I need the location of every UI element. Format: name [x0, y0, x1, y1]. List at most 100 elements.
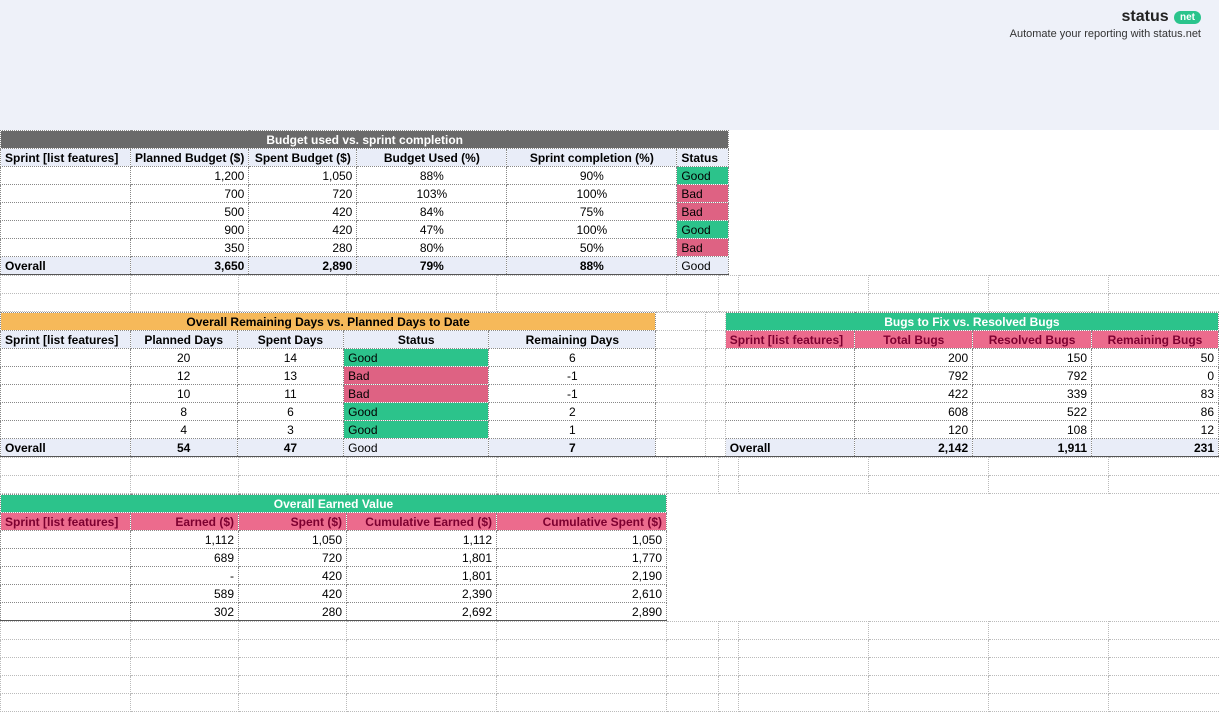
budget-cell-used: 84%: [357, 203, 507, 221]
budget-overall-planned: 3,650: [131, 257, 249, 275]
days-cell-rem: -1: [489, 367, 656, 385]
budget-cell-comp: 75%: [507, 203, 677, 221]
days-cell-planned: 4: [130, 421, 237, 439]
bugs-cell-sprint: [725, 403, 855, 421]
budget-cell-sprint: [1, 221, 131, 239]
budget-overall-row: Overall 3,650 2,890 79% 88% Good: [1, 257, 729, 275]
bugs-cell-rem: 50: [1092, 349, 1219, 367]
budget-cell-used: 88%: [357, 167, 507, 185]
bugs-cell-total: 422: [855, 385, 973, 403]
days-cell-status: Good: [344, 349, 489, 367]
bugs-cell-resolved: 108: [973, 421, 1092, 439]
budget-cell-spent: 1,050: [249, 167, 357, 185]
earned-cell-spent: 280: [239, 603, 347, 621]
earned-hdr-0: Sprint [list features]: [1, 513, 131, 531]
budget-row: 700720103%100%Bad: [1, 185, 729, 203]
budget-cell-sprint: [1, 185, 131, 203]
budget-cell-comp: 50%: [507, 239, 677, 257]
days-cell-sprint: [1, 349, 131, 367]
earned-row: 3022802,6922,890: [1, 603, 667, 621]
earned-cell-spent: 1,050: [239, 531, 347, 549]
days-cell-status: Good: [344, 421, 489, 439]
days-overall-status: Good: [344, 439, 489, 457]
days-cell-status: Bad: [344, 367, 489, 385]
bugs-cell-total: 120: [855, 421, 973, 439]
bugs-cell-resolved: 792: [973, 367, 1092, 385]
earned-cell-earned: 589: [131, 585, 239, 603]
days-bugs-row: 43Good112010812: [1, 421, 1219, 439]
budget-hdr-4: Sprint completion (%): [507, 149, 677, 167]
earned-cell-cspent: 1,770: [497, 549, 667, 567]
earned-cell-spent: 720: [239, 549, 347, 567]
days-bugs-row: 86Good260852286: [1, 403, 1219, 421]
budget-cell-planned: 500: [131, 203, 249, 221]
days-hdr-1: Planned Days: [130, 331, 237, 349]
bugs-cell-total: 200: [855, 349, 973, 367]
brand-badge: net: [1174, 11, 1201, 24]
bugs-cell-rem: 86: [1092, 403, 1219, 421]
days-cell-spent: 14: [237, 349, 343, 367]
days-cell-status: Bad: [344, 385, 489, 403]
budget-hdr-0: Sprint [list features]: [1, 149, 131, 167]
earned-row: 6897201,8011,770: [1, 549, 667, 567]
bugs-cell-total: 608: [855, 403, 973, 421]
days-cell-planned: 10: [130, 385, 237, 403]
budget-cell-comp: 90%: [507, 167, 677, 185]
bugs-overall-resolved: 1,911: [973, 439, 1092, 457]
days-hdr-2: Spent Days: [237, 331, 343, 349]
budget-cell-status: Bad: [677, 185, 729, 203]
bugs-hdr-3: Remaining Bugs: [1092, 331, 1219, 349]
budget-hdr-3: Budget Used (%): [357, 149, 507, 167]
earned-cell-earned: 302: [131, 603, 239, 621]
budget-cell-spent: 420: [249, 203, 357, 221]
days-bugs-row: Overall Remaining Days vs. Planned Days …: [0, 312, 1219, 457]
days-hdr-0: Sprint [list features]: [1, 331, 131, 349]
days-cell-planned: 8: [130, 403, 237, 421]
budget-cell-sprint: [1, 239, 131, 257]
days-cell-sprint: [1, 403, 131, 421]
earned-cell-cearn: 1,801: [347, 567, 497, 585]
budget-overall-spent: 2,890: [249, 257, 357, 275]
budget-cell-comp: 100%: [507, 221, 677, 239]
budget-hdr-2: Spent Budget ($): [249, 149, 357, 167]
days-cell-spent: 3: [237, 421, 343, 439]
earned-cell-cearn: 2,390: [347, 585, 497, 603]
earned-cell-earned: 1,112: [131, 531, 239, 549]
days-cell-rem: 2: [489, 403, 656, 421]
days-cell-sprint: [1, 367, 131, 385]
budget-row: 90042047%100%Good: [1, 221, 729, 239]
budget-overall-used: 79%: [357, 257, 507, 275]
budget-cell-status: Good: [677, 221, 729, 239]
budget-cell-used: 103%: [357, 185, 507, 203]
budget-cell-used: 47%: [357, 221, 507, 239]
earned-cell-earned: -: [131, 567, 239, 585]
days-title: Overall Remaining Days vs. Planned Days …: [1, 313, 656, 331]
bugs-overall-label: Overall: [725, 439, 855, 457]
budget-table: Budget used vs. sprint completion Sprint…: [0, 130, 729, 275]
bugs-cell-rem: 0: [1092, 367, 1219, 385]
earned-cell-sprint: [1, 531, 131, 549]
earned-hdr-1: Earned ($): [131, 513, 239, 531]
days-bugs-row: 2014Good620015050: [1, 349, 1219, 367]
brand-text: status: [1122, 8, 1169, 25]
days-cell-rem: 6: [489, 349, 656, 367]
budget-title: Budget used vs. sprint completion: [1, 131, 729, 149]
top-banner: status net Automate your reporting with …: [0, 0, 1219, 130]
bugs-cell-sprint: [725, 367, 855, 385]
days-overall-planned: 54: [130, 439, 237, 457]
days-cell-spent: 11: [237, 385, 343, 403]
earned-title: Overall Earned Value: [1, 495, 667, 513]
brand-subtitle: Automate your reporting with status.net: [1010, 28, 1201, 40]
days-cell-sprint: [1, 421, 131, 439]
budget-overall-status: Good: [677, 257, 729, 275]
budget-row: 50042084%75%Bad: [1, 203, 729, 221]
budget-hdr-5: Status: [677, 149, 729, 167]
days-hdr-4: Remaining Days: [489, 331, 656, 349]
bugs-overall-total: 2,142: [855, 439, 973, 457]
days-overall-label: Overall: [1, 439, 131, 457]
budget-row: 35028080%50%Bad: [1, 239, 729, 257]
budget-header-row: Sprint [list features] Planned Budget ($…: [1, 149, 729, 167]
bugs-cell-resolved: 339: [973, 385, 1092, 403]
bugs-hdr-1: Total Bugs: [855, 331, 973, 349]
bugs-overall-rem: 231: [1092, 439, 1219, 457]
